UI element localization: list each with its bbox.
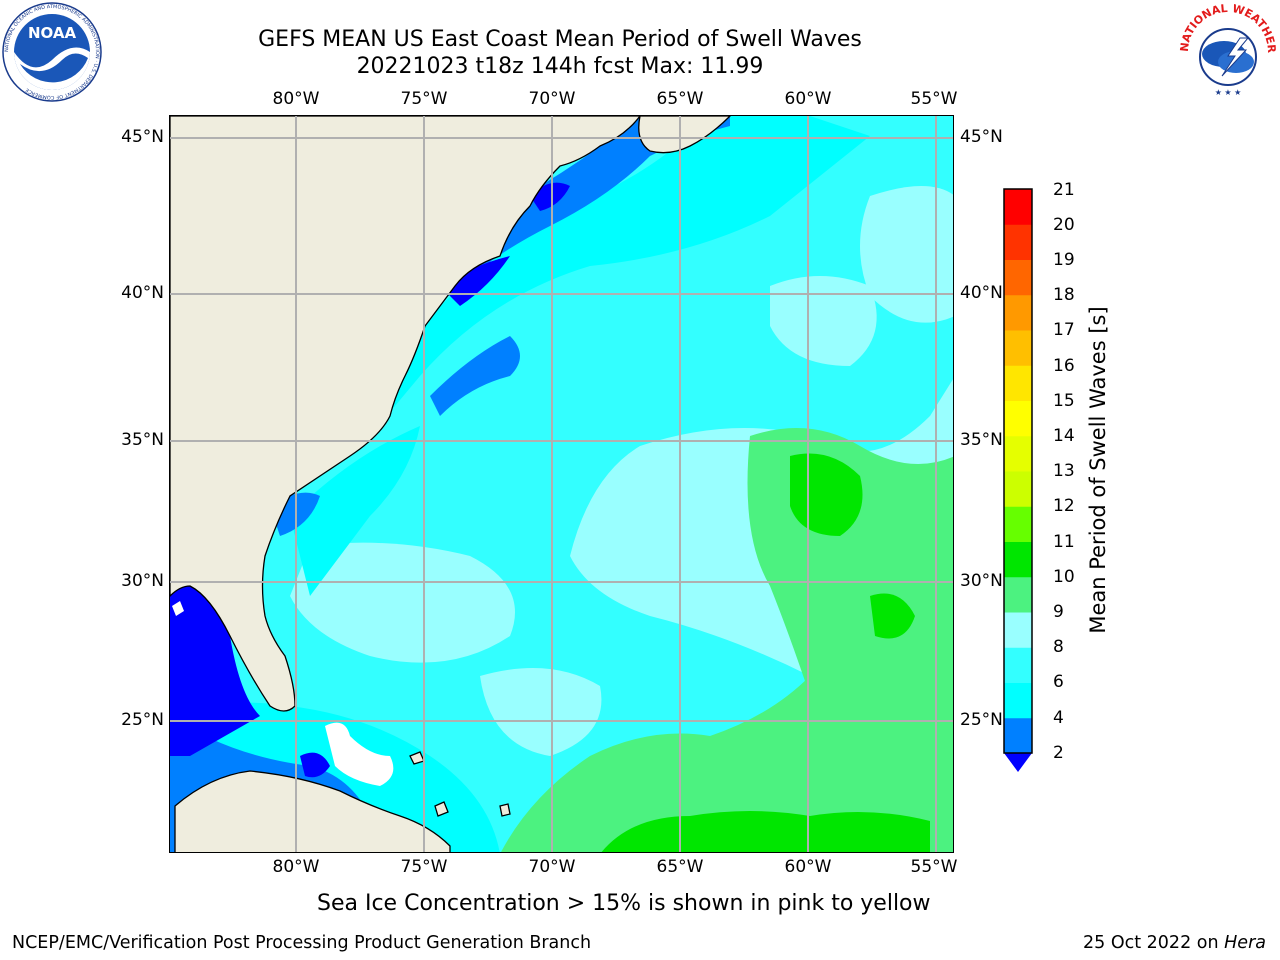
colorbar bbox=[1003, 188, 1033, 772]
lat-tick-right-40n: 40°N bbox=[960, 283, 1003, 303]
colorbar-bands bbox=[1004, 189, 1032, 754]
colorbar-band-15-16 bbox=[1004, 365, 1032, 401]
swell-period-map bbox=[169, 115, 954, 853]
colorbar-label-19: 19 bbox=[1053, 250, 1075, 270]
colorbar-band-8-9 bbox=[1004, 612, 1032, 648]
colorbar-label-10: 10 bbox=[1053, 567, 1075, 587]
footer-date: 25 Oct 2022 on bbox=[1083, 933, 1225, 953]
land-masses bbox=[170, 116, 731, 852]
graticule bbox=[170, 116, 953, 852]
lon-tick-top-55w: 55°W bbox=[910, 89, 958, 109]
lon-tick-top-70w: 70°W bbox=[528, 89, 576, 109]
footer-host: Hera bbox=[1224, 933, 1266, 953]
colorbar-band-9-10 bbox=[1004, 576, 1032, 613]
lat-tick-left-30n: 30°N bbox=[121, 571, 164, 591]
lon-tick-bottom-75w: 75°W bbox=[400, 857, 448, 877]
colorbar-band-19-20 bbox=[1004, 224, 1032, 260]
lon-tick-top-75w: 75°W bbox=[400, 89, 448, 109]
lon-tick-bottom-55w: 55°W bbox=[910, 857, 958, 877]
colorbar-label-2: 2 bbox=[1053, 743, 1064, 763]
colorbar-label-13: 13 bbox=[1053, 461, 1075, 481]
colorbar-band-13-14 bbox=[1004, 435, 1032, 472]
lon-tick-top-80w: 80°W bbox=[272, 89, 320, 109]
lat-tick-right-35n: 35°N bbox=[960, 430, 1003, 450]
colorbar-band-11-12 bbox=[1004, 506, 1032, 542]
colorbar-extend-arrow bbox=[1004, 753, 1032, 772]
colorbar-label-14: 14 bbox=[1053, 426, 1075, 446]
map-canvas bbox=[170, 116, 953, 852]
colorbar-title: Mean Period of Swell Waves [s] bbox=[1086, 306, 1110, 634]
no-data-regions bbox=[172, 601, 394, 786]
lon-tick-bottom-65w: 65°W bbox=[656, 857, 704, 877]
footer-credit: NCEP/EMC/Verification Post Processing Pr… bbox=[12, 933, 592, 953]
lat-tick-left-40n: 40°N bbox=[121, 283, 164, 303]
colorbar-label-15: 15 bbox=[1053, 391, 1075, 411]
lat-tick-right-45n: 45°N bbox=[960, 127, 1003, 147]
colorbar-label-8: 8 bbox=[1053, 637, 1064, 657]
bahamas-island-2 bbox=[434, 801, 449, 817]
colorbar-band-10-11 bbox=[1004, 541, 1032, 578]
colorbar-label-20: 20 bbox=[1053, 215, 1075, 235]
colorbar-band-4-6 bbox=[1004, 682, 1032, 719]
colorbar-band-6-8 bbox=[1004, 647, 1032, 683]
colorbar-label-12: 12 bbox=[1053, 496, 1075, 516]
lat-tick-left-45n: 45°N bbox=[121, 127, 164, 147]
east-coast-us bbox=[170, 116, 641, 712]
colorbar-label-18: 18 bbox=[1053, 285, 1075, 305]
noaa-logo: NOAA NATIONAL OCEANIC AND ATMOSPHERIC AD… bbox=[2, 2, 102, 102]
colorbar-label-9: 9 bbox=[1053, 602, 1064, 622]
lat-tick-left-25n: 25°N bbox=[121, 710, 164, 730]
lon-tick-bottom-60w: 60°W bbox=[784, 857, 832, 877]
colorbar-band-2-4 bbox=[1004, 717, 1032, 754]
colorbar-label-21: 21 bbox=[1053, 180, 1075, 200]
svg-text:★ ★ ★: ★ ★ ★ bbox=[1215, 88, 1242, 97]
colorbar-band-17-18 bbox=[1004, 294, 1032, 331]
lon-tick-top-60w: 60°W bbox=[784, 89, 832, 109]
forecast-subtitle: 20221023 t18z 144h fcst Max: 11.99 bbox=[356, 54, 764, 79]
svg-text:NOAA: NOAA bbox=[28, 24, 77, 42]
colorbar-label-4: 4 bbox=[1053, 708, 1064, 728]
lon-tick-top-65w: 65°W bbox=[656, 89, 704, 109]
colorbar-band-14-15 bbox=[1004, 400, 1032, 437]
lon-tick-bottom-70w: 70°W bbox=[528, 857, 576, 877]
colorbar-label-6: 6 bbox=[1053, 672, 1064, 692]
lat-tick-right-25n: 25°N bbox=[960, 710, 1003, 730]
lon-tick-bottom-80w: 80°W bbox=[272, 857, 320, 877]
nws-logo: NATIONAL WEATHER SERVICE ★ ★ ★ bbox=[1178, 2, 1278, 100]
cuba bbox=[174, 770, 451, 852]
colorbar-label-11: 11 bbox=[1053, 532, 1075, 552]
lat-tick-left-35n: 35°N bbox=[121, 430, 164, 450]
colorbar-band-12-13 bbox=[1004, 471, 1032, 507]
colorbar-band-16-17 bbox=[1004, 330, 1032, 366]
colorbar-label-16: 16 bbox=[1053, 356, 1075, 376]
colorbar-band-18-19 bbox=[1004, 259, 1032, 296]
bahamas-island-3 bbox=[499, 803, 511, 817]
footer-date-host: 25 Oct 2022 on Hera bbox=[1083, 932, 1266, 954]
colorbar-outline bbox=[1003, 188, 1033, 754]
colorbar-label-17: 17 bbox=[1053, 320, 1075, 340]
lat-tick-right-30n: 30°N bbox=[960, 571, 1003, 591]
colorbar-band-20-21 bbox=[1004, 189, 1032, 225]
map-title: GEFS MEAN US East Coast Mean Period of S… bbox=[258, 27, 862, 52]
sea-ice-note: Sea Ice Concentration > 15% is shown in … bbox=[317, 891, 931, 916]
field-10-11s-regions bbox=[601, 453, 930, 852]
